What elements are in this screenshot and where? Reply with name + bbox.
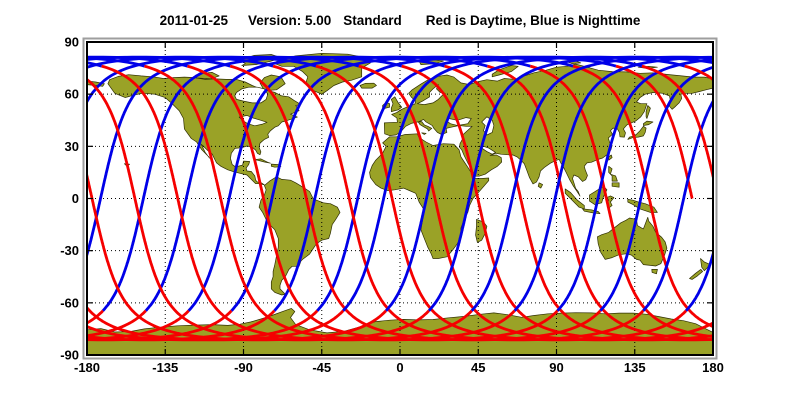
daytime-track-segment <box>358 64 437 199</box>
title-date: 2011-01-25 <box>159 13 228 28</box>
daytime-track-segment <box>347 198 645 342</box>
tick-marks <box>88 43 712 354</box>
y-tick-label: 90 <box>65 35 79 50</box>
nighttime-track-segment <box>342 55 643 312</box>
daytime-track-segment <box>605 198 713 339</box>
y-tick-label: -30 <box>60 243 79 258</box>
land-new-zealand-south <box>689 269 703 280</box>
nighttime-track-segment <box>384 55 686 312</box>
land-cuba <box>253 158 271 164</box>
x-tick-label: 0 <box>396 360 403 375</box>
nighttime-track-segment <box>470 55 713 312</box>
y-tick-label: 0 <box>72 191 79 206</box>
daytime-track-segment <box>144 64 222 199</box>
nighttime-track-segment <box>87 55 317 105</box>
daytime-track-segment <box>87 77 137 199</box>
daytime-track-segment <box>87 305 345 342</box>
land-hokkaido <box>643 120 654 126</box>
nighttime-track-segment <box>144 55 445 312</box>
x-tick-label: 135 <box>624 360 646 375</box>
daytime-track-segment <box>401 64 480 199</box>
land-sakhalin <box>645 105 651 119</box>
daytime-track-segment <box>519 198 713 342</box>
daytime-track-segment <box>219 198 516 342</box>
nighttime-track-segment <box>101 55 402 312</box>
nighttime-track-segment <box>187 55 488 312</box>
title-legend: Red is Daytime, Blue is Nighttime <box>425 13 641 28</box>
daytime-track-segment <box>390 198 687 342</box>
land-java <box>582 208 601 214</box>
daytime-track-segment <box>176 198 473 342</box>
nighttime-track-segment <box>599 65 713 312</box>
daytime-track-segment <box>572 64 651 199</box>
plot-frame <box>86 41 714 356</box>
title-version: Version: 5.00 <box>247 13 332 28</box>
daytime-track-segment <box>229 64 308 199</box>
daytime-track-segment <box>433 198 713 342</box>
nighttime-track-segment <box>273 55 574 312</box>
daytime-track-segment <box>615 64 694 199</box>
nighttime-track-segment <box>513 55 713 312</box>
land-novaya-zemlya <box>491 65 519 78</box>
land-iceland <box>359 82 377 89</box>
title-mode: Standard <box>343 13 402 28</box>
daytime-track-segment <box>272 64 351 199</box>
nighttime-track-segment <box>316 55 617 312</box>
y-tick-label: -60 <box>60 295 79 310</box>
x-tick-label: -180 <box>74 360 100 375</box>
plot-shadow-border <box>82 37 718 360</box>
daytime-track-segment <box>529 64 608 199</box>
land-sumatra <box>564 188 585 210</box>
x-tick-label: -135 <box>152 360 178 375</box>
daytime-track-segment <box>133 198 430 342</box>
nighttime-track-segment <box>427 55 713 312</box>
x-tick-label: -90 <box>234 360 253 375</box>
daytime-track-segment <box>444 64 523 199</box>
x-tick-label: 180 <box>702 360 724 375</box>
daytime-track-segment <box>262 198 559 342</box>
nighttime-track-segment <box>642 98 713 312</box>
ground-tracks-layer <box>87 55 713 342</box>
x-tick-label: 90 <box>549 360 563 375</box>
daytime-track-segment <box>186 64 265 199</box>
daytime-track-segment <box>486 64 565 199</box>
land-sicily <box>421 132 427 135</box>
daytime-track-segment <box>315 64 394 199</box>
nighttime-track-segment <box>230 55 531 312</box>
daytime-track-segment <box>476 198 713 342</box>
y-tick-label: 30 <box>65 139 79 154</box>
daytime-track-segment <box>562 198 713 342</box>
nighttime-track-segment <box>87 55 360 260</box>
nighttime-track-segment <box>684 249 713 312</box>
daytime-track-segment <box>101 64 180 199</box>
land-tasmania <box>651 269 658 275</box>
land-luzon <box>608 165 618 182</box>
x-tick-label: -45 <box>312 360 331 375</box>
daytime-track-segment <box>647 198 713 329</box>
daytime-track-segment <box>305 198 602 342</box>
daytime-track-segment <box>90 198 387 342</box>
daytime-track-segment <box>87 309 190 341</box>
x-tick-label: 45 <box>471 360 485 375</box>
land-great-britain <box>390 96 403 112</box>
chart-title: 2011-01-25 Version: 5.00 Standard Red is Da… <box>0 13 800 28</box>
land-sri-lanka <box>537 182 543 189</box>
land-mindanao <box>611 182 620 188</box>
y-tick-label: 60 <box>65 87 79 102</box>
daytime-track-segment <box>87 170 94 199</box>
y-tick-label: -90 <box>60 348 79 363</box>
nighttime-track-segment <box>556 57 713 312</box>
